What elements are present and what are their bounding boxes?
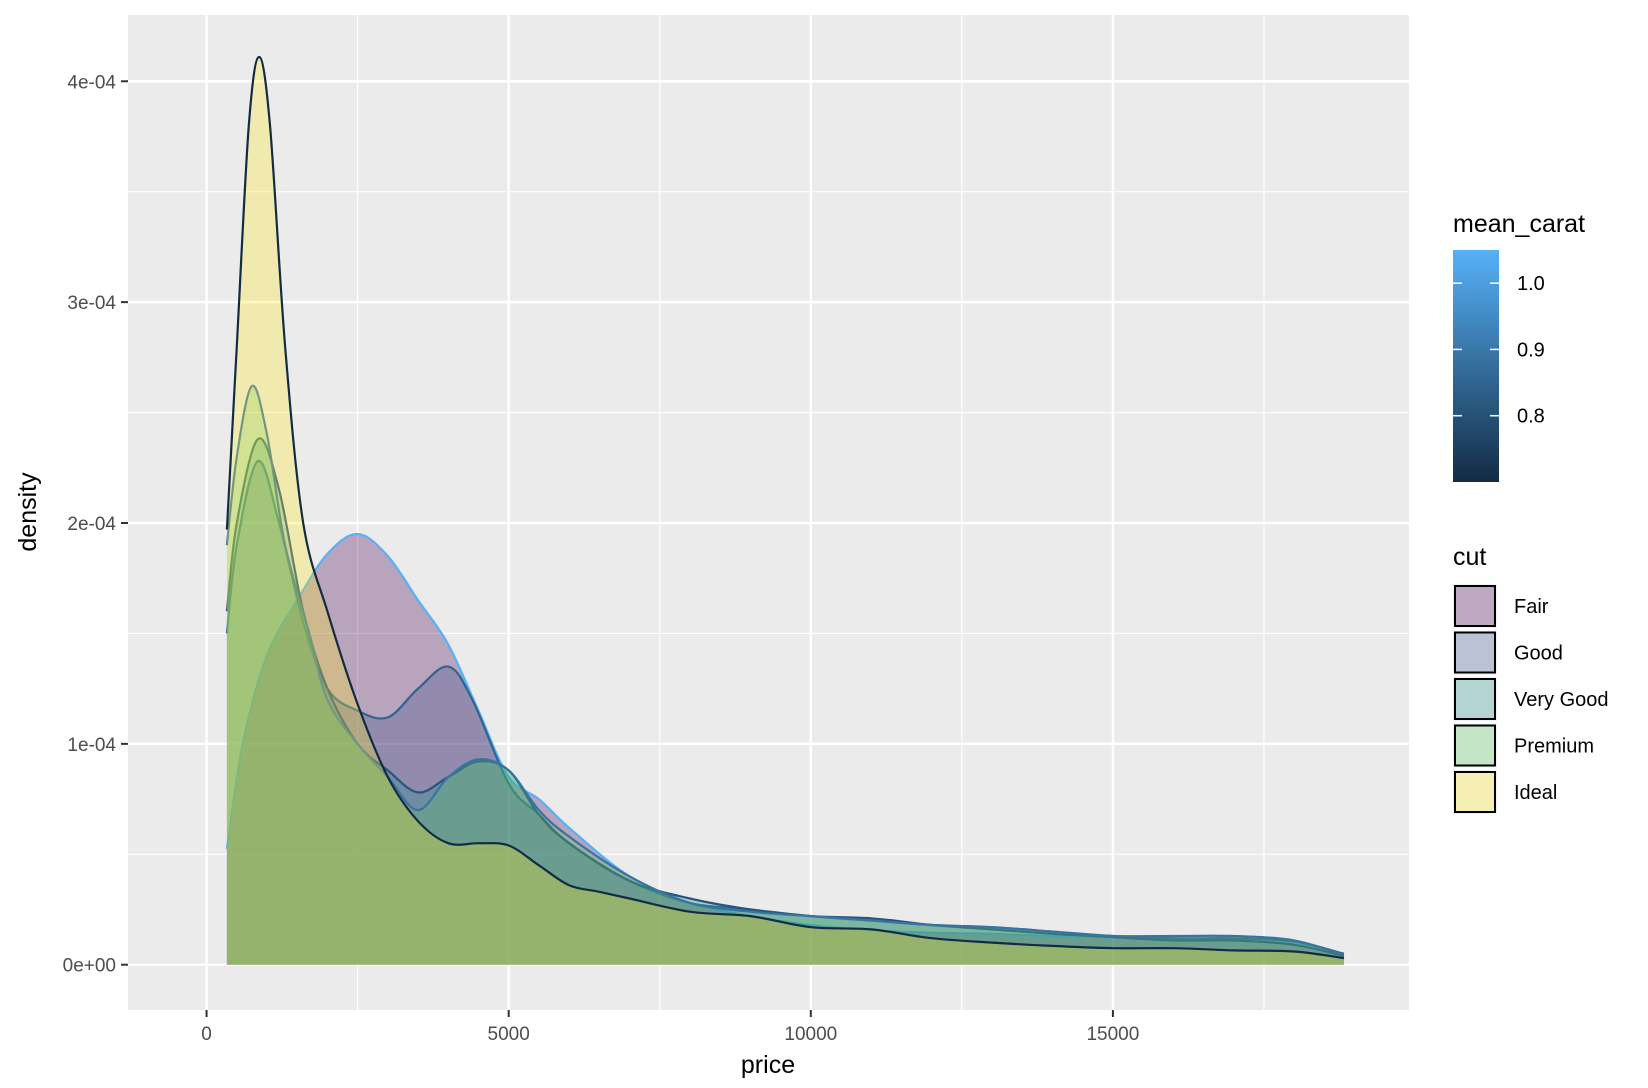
y-tick-label: 2e-04: [67, 514, 116, 535]
legend-label: Ideal: [1514, 782, 1557, 804]
density-area-very-good: [226, 438, 1344, 965]
x-tick-label: 10000: [784, 1024, 837, 1045]
minor-gridlines: [128, 15, 1409, 1010]
legend-key-bg: [1453, 723, 1497, 768]
legend-label: Premium: [1514, 736, 1594, 758]
density-areas: [225, 55, 1345, 965]
y-tick-label: 0e+00: [63, 956, 116, 977]
color-legend-title: mean_carat: [1453, 210, 1585, 238]
y-axis: 0e+00 1e-04 2e-04 3e-04 4e-04: [63, 72, 128, 977]
x-tick-label: 15000: [1086, 1024, 1139, 1045]
fill-legend: cut Fair Good Very Good Premium Ideal: [1453, 543, 1609, 814]
y-tick-label: 1e-04: [67, 735, 116, 756]
fill-legend-keys: Fair Good Very Good Premium Ideal: [1453, 584, 1609, 814]
fill-legend-title: cut: [1453, 543, 1486, 571]
x-tick-label: 5000: [488, 1024, 530, 1045]
legend-key-ideal: [1454, 771, 1496, 813]
x-axis-title: price: [741, 1051, 795, 1079]
x-axis: 0 5000 10000 15000: [201, 1010, 1139, 1045]
density-line-ideal: [225, 55, 1345, 960]
density-area-ideal: [226, 57, 1344, 965]
color-legend-label: 1.0: [1517, 273, 1545, 295]
color-legend-ticks: 0.8 0.9 1.0: [1453, 273, 1545, 428]
density-area-fair: [226, 533, 1344, 965]
legend-key-bg: [1453, 677, 1497, 721]
y-axis-title: density: [14, 472, 42, 552]
legend-key-fair: [1454, 585, 1496, 627]
legend-key-premium: [1454, 724, 1496, 767]
color-legend-label: 0.9: [1517, 339, 1545, 361]
legend-label: Good: [1514, 643, 1563, 665]
color-legend-label: 0.8: [1517, 406, 1545, 428]
density-area-good: [226, 460, 1344, 965]
x-tick-label: 0: [201, 1024, 212, 1045]
panel-background: [128, 15, 1409, 1010]
major-gridlines: [128, 15, 1409, 1010]
density-line-very-good: [225, 437, 1345, 957]
legend-label: Very Good: [1514, 689, 1609, 711]
legend-key-bg: [1453, 770, 1497, 814]
legend-key-bg: [1453, 630, 1497, 675]
color-legend-bar: [1453, 250, 1499, 482]
y-tick-label: 3e-04: [67, 293, 116, 314]
density-line-premium: [225, 384, 1345, 956]
legend-label: Fair: [1514, 596, 1549, 618]
density-area-premium: [226, 385, 1344, 965]
legend-key-very-good: [1454, 678, 1496, 720]
color-legend: mean_carat 0.8 0.9 1.0: [1453, 210, 1585, 482]
y-tick-label: 4e-04: [67, 72, 116, 93]
legend-key-good: [1454, 631, 1496, 674]
legend-key-bg: [1453, 584, 1497, 628]
